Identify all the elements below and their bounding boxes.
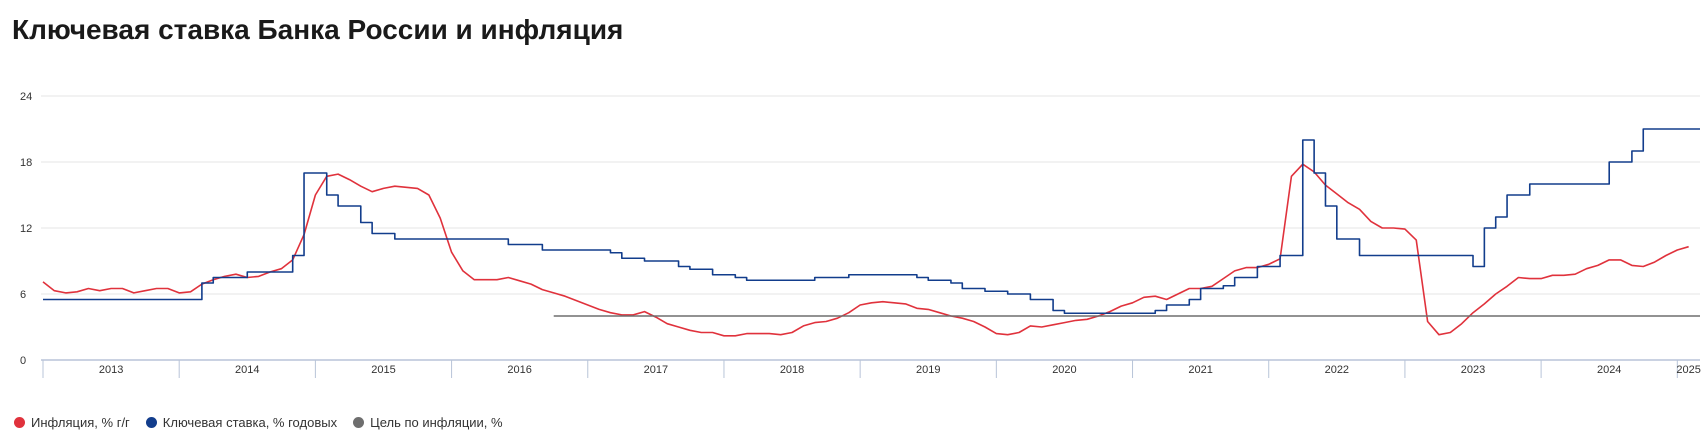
- legend-item-inflation[interactable]: Инфляция, % г/г: [14, 415, 130, 430]
- x-tick-label: 2019: [916, 364, 940, 376]
- x-axis: 2013 2014 2015 2016 2017 2018 2019 2020 2021 2022…: [41, 359, 1701, 378]
- legend-label-key-rate: Ключевая ставка, % годовых: [162, 415, 338, 430]
- y-tick-labels: 0 6 12 18 24: [20, 91, 32, 367]
- legend-item-key-rate[interactable]: Ключевая ставка, % годовых: [145, 415, 338, 430]
- grid-layer: [41, 95, 1700, 361]
- legend-item-inflation-target[interactable]: Цель по инфляции, %: [353, 415, 503, 430]
- x-tick-label: 2016: [507, 364, 531, 376]
- x-tick-label: 2022: [1325, 364, 1349, 376]
- x-tick-label: 2024: [1597, 364, 1621, 376]
- legend-label-inflation-target: Цель по инфляции, %: [370, 415, 503, 430]
- x-tick-label: 2013: [99, 364, 123, 376]
- chart-title: Ключевая ставка Банка России и инфляция: [12, 14, 624, 45]
- x-tick-label: 2014: [235, 364, 259, 376]
- x-tick-label: 2025: [1676, 364, 1700, 376]
- x-tick-label: 2021: [1188, 364, 1212, 376]
- y-tick-label: 0: [20, 355, 26, 367]
- y-tick-label: 6: [20, 289, 26, 301]
- series-line-inflation: [42, 163, 1689, 337]
- chart-svg: 0 6 12 18 24 2013 2014 2015 2016 2017 2018 2019 202…: [20, 91, 1701, 378]
- legend: Инфляция, % г/г Ключевая ставка, % годов…: [14, 415, 503, 430]
- series-line-key-rate: [43, 128, 1700, 315]
- y-tick-label: 18: [20, 157, 32, 169]
- y-tick-label: 12: [20, 223, 32, 235]
- series-layer: [42, 128, 1700, 337]
- x-tick-label: 2017: [644, 364, 668, 376]
- x-tick-label: 2018: [780, 364, 804, 376]
- legend-marker-inflation: [14, 417, 25, 428]
- legend-marker-inflation-target: [353, 417, 365, 428]
- y-tick-label: 24: [20, 91, 32, 103]
- x-tick-label: 2023: [1461, 364, 1485, 376]
- legend-marker-key-rate: [145, 417, 157, 428]
- x-tick-label: 2015: [371, 364, 395, 376]
- x-tick-label: 2020: [1052, 364, 1076, 376]
- legend-label-inflation: Инфляция, % г/г: [31, 415, 130, 430]
